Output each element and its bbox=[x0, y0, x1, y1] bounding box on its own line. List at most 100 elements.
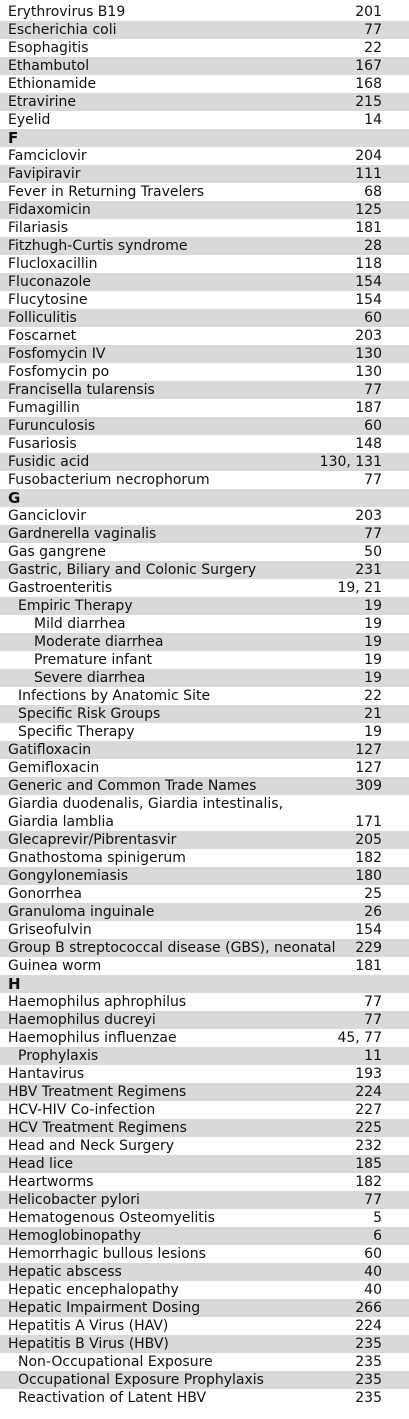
page-number: 14 bbox=[364, 112, 382, 128]
index-entry[interactable]: Haemophilus ducreyi 77 bbox=[0, 1011, 409, 1029]
index-entry[interactable]: Gnathostoma spinigerum 182 bbox=[0, 849, 409, 867]
index-entry[interactable]: Helicobacter pylori 77 bbox=[0, 1191, 409, 1209]
index-entry[interactable]: Gardnerella vaginalis 77 bbox=[0, 525, 409, 543]
index-entry[interactable]: Non-Occupational Exposure 235 bbox=[0, 1353, 409, 1371]
index-entry[interactable]: Ethionamide 168 bbox=[0, 75, 409, 93]
index-entry[interactable]: Gemifloxacin 127 bbox=[0, 759, 409, 777]
index-entry[interactable]: Fidaxomicin 125 bbox=[0, 201, 409, 219]
index-entry[interactable]: Gonorrhea 25 bbox=[0, 885, 409, 903]
index-term: Infections by Anatomic Site bbox=[18, 688, 211, 704]
index-entry[interactable]: HCV Treatment Regimens 225 bbox=[0, 1119, 409, 1137]
index-entry[interactable]: Fumagillin 187 bbox=[0, 399, 409, 417]
index-entry[interactable]: Ganciclovir 203 bbox=[0, 507, 409, 525]
page-number: 77 bbox=[364, 472, 382, 488]
index-term: Fever in Returning Travelers bbox=[8, 184, 205, 200]
index-entry[interactable]: Gongylonemiasis 180 bbox=[0, 867, 409, 885]
index-entry[interactable]: Mild diarrhea 19 bbox=[0, 615, 409, 633]
index-entry[interactable]: Reactivation of Latent HBV 235 bbox=[0, 1389, 409, 1407]
index-entry[interactable]: Gas gangrene 50 bbox=[0, 543, 409, 561]
index-entry[interactable]: Fever in Returning Travelers 68 bbox=[0, 183, 409, 201]
index-entry[interactable]: Hepatic encephalopathy 40 bbox=[0, 1281, 409, 1299]
index-term: Non-Occupational Exposure bbox=[18, 1354, 213, 1370]
index-term: Hematogenous Osteomyelitis bbox=[8, 1210, 215, 1226]
index-entry[interactable]: Folliculitis 60 bbox=[0, 309, 409, 327]
index-term: Fusidic acid bbox=[8, 454, 90, 470]
index-entry[interactable]: Escherichia coli 77 bbox=[0, 21, 409, 39]
page-number: 185 bbox=[355, 1156, 382, 1172]
index-entry[interactable]: Prophylaxis 11 bbox=[0, 1047, 409, 1065]
index-entry[interactable]: Severe diarrhea 19 bbox=[0, 669, 409, 687]
index-term: Francisella tularensis bbox=[8, 382, 155, 398]
index-entry[interactable]: Guinea worm 181 bbox=[0, 957, 409, 975]
index-entry[interactable]: Specific Therapy 19 bbox=[0, 723, 409, 741]
index-entry[interactable]: Haemophilus aphrophilus 77 bbox=[0, 993, 409, 1011]
index-entry[interactable]: Hemorrhagic bullous lesions 60 bbox=[0, 1245, 409, 1263]
index-entry[interactable]: Generic and Common Trade Names 309 bbox=[0, 777, 409, 795]
index-entry[interactable]: Fusidic acid 130, 131 bbox=[0, 453, 409, 471]
index-entry[interactable]: Fusobacterium necrophorum 77 bbox=[0, 471, 409, 489]
index-entry[interactable]: Group B streptococcal disease (GBS), neo… bbox=[0, 939, 409, 957]
index-entry[interactable]: Hematogenous Osteomyelitis 5 bbox=[0, 1209, 409, 1227]
index-entry[interactable]: Head and Neck Surgery 232 bbox=[0, 1137, 409, 1155]
index-entry[interactable]: Granuloma inguinale 26 bbox=[0, 903, 409, 921]
page-number: 19 bbox=[364, 616, 382, 632]
page-number: 25 bbox=[364, 886, 382, 902]
page-number: 229 bbox=[355, 940, 382, 956]
index-entry[interactable]: Eyelid 14 bbox=[0, 111, 409, 129]
page-number: 154 bbox=[355, 292, 382, 308]
index-entry[interactable]: Hantavirus 193 bbox=[0, 1065, 409, 1083]
index-entry[interactable]: Erythrovirus B19 201 bbox=[0, 3, 409, 21]
index-entry[interactable]: Fosfomycin IV 130 bbox=[0, 345, 409, 363]
index-term: Gemifloxacin bbox=[8, 760, 100, 776]
index-term: Haemophilus aphrophilus bbox=[8, 994, 187, 1010]
index-entry[interactable]: Infections by Anatomic Site 22 bbox=[0, 687, 409, 705]
index-term: Gastroenteritis bbox=[8, 580, 113, 596]
index-entry[interactable]: Specific Risk Groups 21 bbox=[0, 705, 409, 723]
index-entry[interactable]: Heartworms 182 bbox=[0, 1173, 409, 1191]
index-entry[interactable]: Furunculosis 60 bbox=[0, 417, 409, 435]
index-entry[interactable]: Haemophilus influenzae 45, 77 bbox=[0, 1029, 409, 1047]
index-entry[interactable]: Head lice 185 bbox=[0, 1155, 409, 1173]
index-entry[interactable]: Moderate diarrhea 19 bbox=[0, 633, 409, 651]
index-term: Famciclovir bbox=[8, 148, 87, 164]
index-entry[interactable]: Premature infant 19 bbox=[0, 651, 409, 669]
index-entry[interactable]: Empiric Therapy 19 bbox=[0, 597, 409, 615]
index-entry[interactable]: Esophagitis 22 bbox=[0, 39, 409, 57]
index-entry[interactable]: Fluconazole 154 bbox=[0, 273, 409, 291]
index-entry[interactable]: Occupational Exposure Prophylaxis 235 bbox=[0, 1371, 409, 1389]
letter-label: F bbox=[8, 129, 19, 147]
index-entry[interactable]: Etravirine 215 bbox=[0, 93, 409, 111]
index-entry[interactable]: Francisella tularensis 77 bbox=[0, 381, 409, 399]
index-entry[interactable]: Hepatic Impairment Dosing 266 bbox=[0, 1299, 409, 1317]
index-entry[interactable]: Giardia duodenalis, Giardia intestinalis… bbox=[0, 795, 409, 831]
page-number: 22 bbox=[364, 688, 382, 704]
index-entry[interactable]: Foscarnet 203 bbox=[0, 327, 409, 345]
index-entry[interactable]: Ethambutol 167 bbox=[0, 57, 409, 75]
index-entry[interactable]: Hepatitis B Virus (HBV) 235 bbox=[0, 1335, 409, 1353]
index-entry[interactable]: Flucloxacillin 118 bbox=[0, 255, 409, 273]
index-entry[interactable]: Flucytosine 154 bbox=[0, 291, 409, 309]
page-number: 127 bbox=[355, 760, 382, 776]
index-entry[interactable]: Hemoglobinopathy 6 bbox=[0, 1227, 409, 1245]
index-entry[interactable]: Gastric, Biliary and Colonic Surgery 231 bbox=[0, 561, 409, 579]
index-entry[interactable]: Gastroenteritis 19, 21 bbox=[0, 579, 409, 597]
page-number: 266 bbox=[355, 1300, 382, 1316]
page-number: 227 bbox=[355, 1102, 382, 1118]
index-entry[interactable]: Hepatic abscess 40 bbox=[0, 1263, 409, 1281]
index-entry[interactable]: Fitzhugh-Curtis syndrome 28 bbox=[0, 237, 409, 255]
index-entry[interactable]: HBV Treatment Regimens 224 bbox=[0, 1083, 409, 1101]
page-number: 231 bbox=[355, 562, 382, 578]
index-entry[interactable]: Gatifloxacin 127 bbox=[0, 741, 409, 759]
index-term: Erythrovirus B19 bbox=[8, 4, 126, 20]
index-entry[interactable]: Glecaprevir/Pibrentasvir 205 bbox=[0, 831, 409, 849]
index-entry[interactable]: Fosfomycin po 130 bbox=[0, 363, 409, 381]
page-number: 182 bbox=[355, 850, 382, 866]
index-entry[interactable]: Hepatitis A Virus (HAV) 224 bbox=[0, 1317, 409, 1335]
index-entry[interactable]: Fusariosis 148 bbox=[0, 435, 409, 453]
index-entry[interactable]: Favipiravir 111 bbox=[0, 165, 409, 183]
index-entry[interactable]: HCV-HIV Co-infection 227 bbox=[0, 1101, 409, 1119]
index-entry[interactable]: Griseofulvin 154 bbox=[0, 921, 409, 939]
index-entry[interactable]: Filariasis 181 bbox=[0, 219, 409, 237]
index-entry[interactable]: Famciclovir 204 bbox=[0, 147, 409, 165]
